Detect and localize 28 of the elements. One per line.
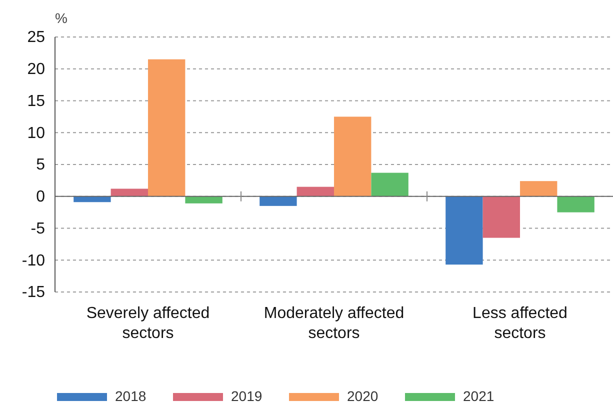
y-tick-label: -5 [30,220,46,238]
x-tick-label: Less affected sectors [472,305,568,342]
bar [482,196,520,238]
bar [296,186,334,196]
x-tick-label: Severely affected sectors [86,305,210,342]
bar [557,196,594,212]
bar [520,181,558,196]
y-tick-label: 20 [27,60,46,78]
x-tick-label: Moderately affected sectors [264,305,404,342]
bar [371,172,408,196]
y-axis-title: % [55,10,68,26]
y-tick-label: -15 [22,284,46,302]
legend-label: 2020 [347,388,378,404]
y-tick-label: 0 [36,188,46,206]
legend-label: 2019 [231,388,262,404]
y-tick-label: 5 [36,156,46,174]
bar [446,196,483,265]
bar [334,116,372,196]
bar [185,196,222,204]
y-tick-label: 25 [27,29,46,46]
legend-label: 2018 [115,388,146,404]
y-tick-label: 15 [27,92,46,110]
bar [148,59,186,196]
legend-label: 2021 [463,388,494,404]
y-tick-label: 10 [27,124,46,142]
bar [110,188,148,196]
bar [260,196,297,206]
y-tick-label: -10 [22,252,46,270]
